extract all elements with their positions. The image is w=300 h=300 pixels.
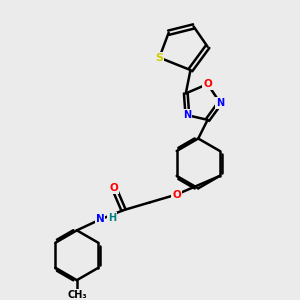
- Text: H: H: [108, 213, 116, 223]
- Text: O: O: [110, 183, 118, 193]
- Text: O: O: [203, 79, 212, 89]
- Text: N: N: [216, 98, 224, 108]
- Text: CH₃: CH₃: [67, 290, 87, 300]
- Text: N: N: [183, 110, 191, 120]
- Text: N: N: [96, 214, 105, 224]
- Text: O: O: [172, 190, 181, 200]
- Text: S: S: [155, 52, 163, 63]
